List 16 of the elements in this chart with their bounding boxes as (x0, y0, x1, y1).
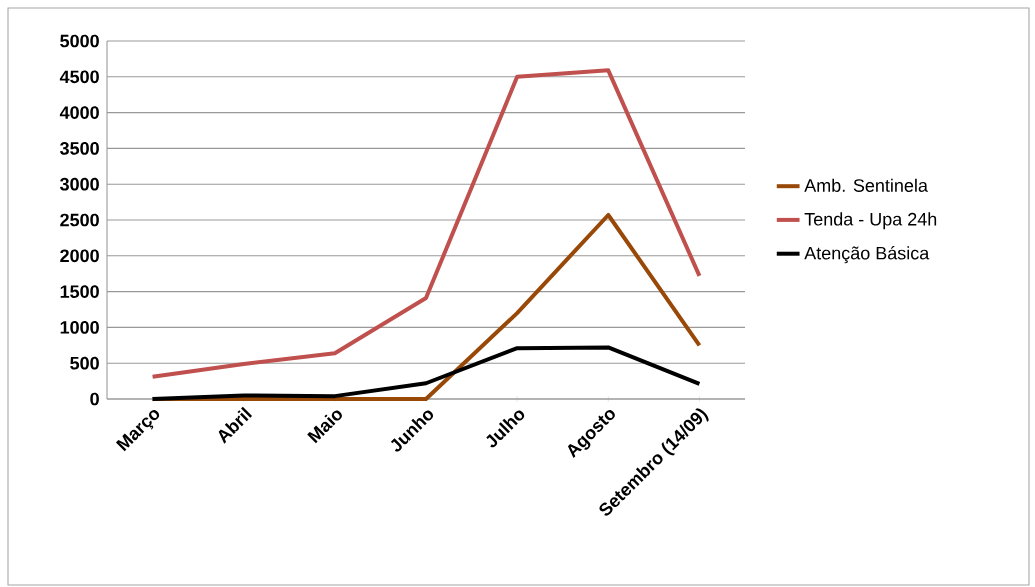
y-tick-label: 2000 (60, 249, 99, 263)
y-tick-label: 1500 (60, 285, 99, 298)
line-series (150, 345, 702, 401)
y-tick-label: 500 (70, 356, 99, 370)
y-tick-label: 2500 (60, 213, 99, 227)
legend-label: Atenção Básica (804, 246, 930, 264)
legend-label: Amb. Sentinela (804, 178, 928, 192)
y-tick-label: 3000 (60, 177, 99, 191)
y-tick-label: 3500 (60, 142, 99, 155)
y-tick-label: 1000 (60, 321, 99, 334)
line-series (150, 68, 702, 379)
legend-label: Tenda - Upa 24h (804, 212, 937, 230)
y-tick-label: 4500 (59, 70, 99, 84)
y-tick-label: 0 (90, 392, 99, 406)
y-tick-label: 5000 (60, 34, 99, 48)
y-tick-label: 4000 (59, 106, 99, 119)
